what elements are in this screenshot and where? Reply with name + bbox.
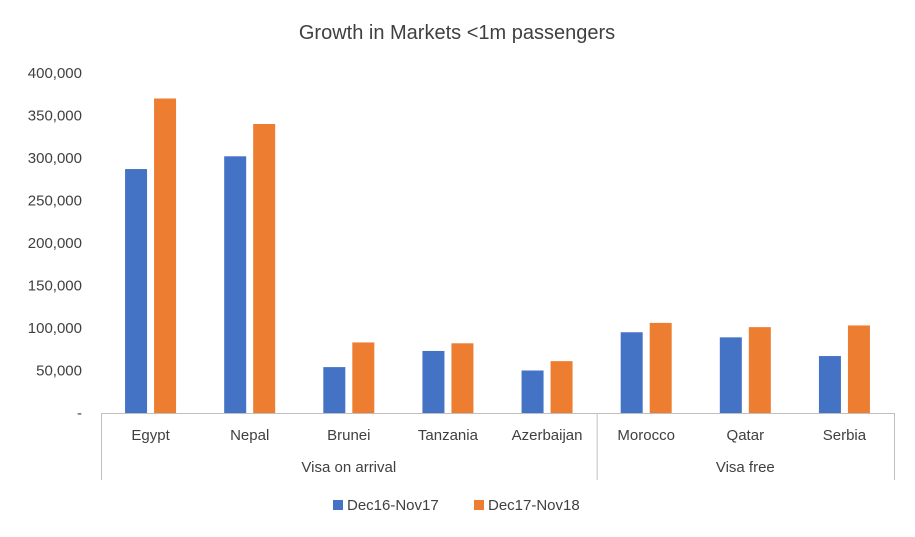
bar-brunei-series-1	[323, 367, 346, 413]
legend-swatch	[333, 500, 343, 510]
bar-qatar-series-1	[719, 337, 742, 413]
y-tick-label: 300,000	[28, 150, 82, 167]
bar-egypt-series-2	[154, 98, 177, 413]
y-tick-label: 50,000	[36, 363, 82, 380]
x-tick-label: Serbia	[823, 427, 867, 444]
y-tick-label: 350,000	[28, 108, 82, 125]
x-tick-label: Egypt	[131, 427, 170, 444]
y-tick-label: 400,000	[28, 65, 82, 82]
legend-swatch	[474, 500, 484, 510]
legend-label: Dec17-Nov18	[488, 497, 580, 514]
bar-egypt-series-1	[125, 169, 148, 413]
y-tick-label: -	[77, 405, 82, 422]
y-tick-label: 200,000	[28, 235, 82, 252]
bars	[125, 98, 870, 414]
legend-label: Dec16-Nov17	[347, 497, 439, 514]
bar-morocco-series-2	[649, 322, 672, 413]
y-tick-label: 250,000	[28, 193, 82, 210]
bar-azerbaijan-series-1	[521, 370, 544, 413]
x-tick-label: Brunei	[327, 427, 370, 444]
bar-serbia-series-2	[847, 325, 870, 413]
bar-nepal-series-2	[253, 124, 276, 413]
bar-azerbaijan-series-2	[550, 361, 573, 413]
x-tick-label: Morocco	[617, 427, 675, 444]
bar-tanzania-series-2	[451, 343, 474, 413]
chart-title: Growth in Markets <1m passengers	[299, 22, 615, 44]
bar-serbia-series-1	[818, 356, 841, 413]
bar-brunei-series-2	[352, 342, 375, 413]
x-tick-label: Qatar	[727, 427, 765, 444]
y-tick-label: 100,000	[28, 320, 82, 337]
y-tick-label: 150,000	[28, 278, 82, 295]
x-tick-label: Tanzania	[418, 427, 479, 444]
x-group-label: Visa free	[716, 459, 775, 476]
x-axis: Egypt Nepal Brunei Tanzania Azerbaijan Morocc…	[101, 413, 895, 480]
x-tick-label: Azerbaijan	[512, 427, 583, 444]
bar-morocco-series-1	[620, 332, 643, 413]
bar-tanzania-series-1	[422, 350, 445, 413]
y-axis: - 50,000 100,000 150,000 200,000 250,000 300,0…	[28, 65, 82, 422]
legend: Dec16-Nov17 Dec17-Nov18	[333, 497, 580, 514]
x-tick-label: Nepal	[230, 427, 269, 444]
bar-qatar-series-2	[748, 327, 771, 413]
x-group-label: Visa on arrival	[301, 459, 396, 476]
bar-nepal-series-1	[224, 156, 247, 414]
